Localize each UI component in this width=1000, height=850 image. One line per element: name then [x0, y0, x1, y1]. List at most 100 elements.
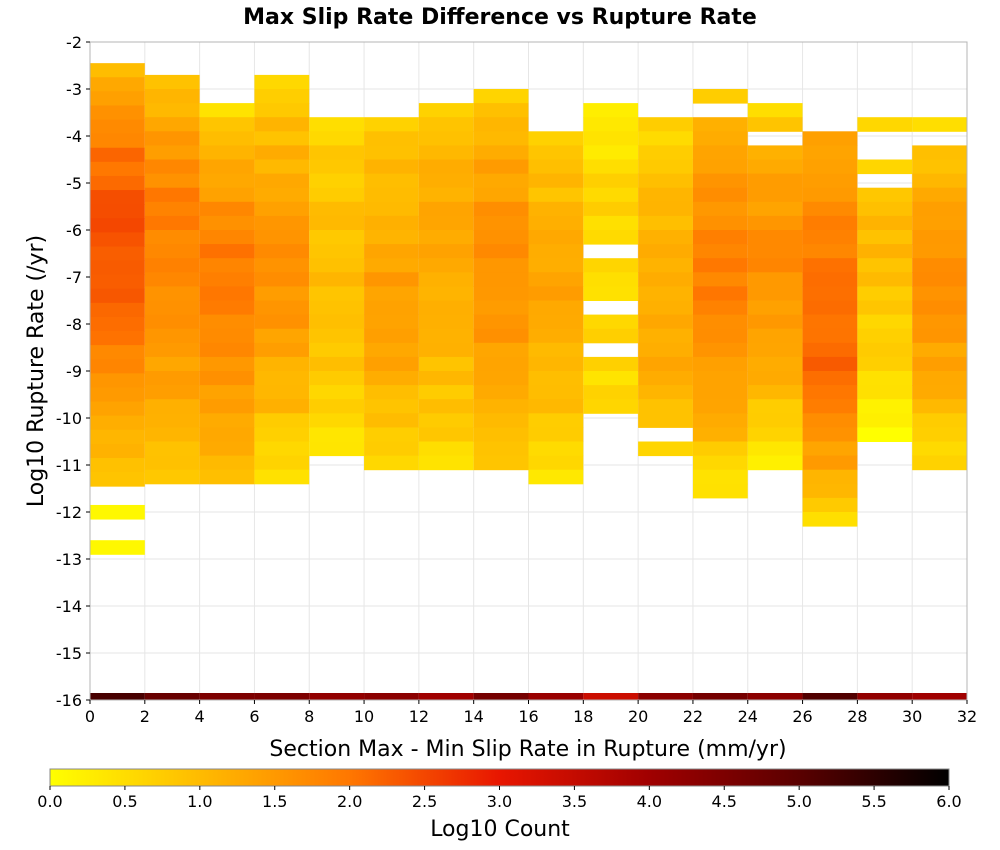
colorbar-tick-label: 0.5 [112, 792, 137, 811]
heatmap-cell [528, 131, 584, 146]
heatmap-cell [144, 328, 200, 344]
heatmap-cell [364, 342, 419, 358]
heatmap-cell [747, 399, 803, 414]
x-tick-label: 8 [304, 707, 314, 726]
heatmap-cell [857, 413, 913, 428]
heatmap-cell [912, 371, 967, 386]
heatmap-cell [638, 230, 693, 245]
heatmap-cell [802, 413, 858, 428]
heatmap-cell [199, 215, 255, 231]
heatmap-cell-floor [199, 693, 255, 700]
heatmap-cell [912, 413, 967, 428]
heatmap-cell [802, 328, 858, 344]
heatmap-cell [199, 413, 255, 428]
heatmap-cell [364, 244, 419, 259]
heatmap-cell [309, 356, 365, 372]
heatmap-cell [254, 455, 310, 471]
heatmap-cell [364, 441, 419, 457]
heatmap-cell [144, 117, 200, 132]
heatmap-cell [583, 258, 639, 273]
heatmap-cell [912, 342, 967, 358]
heatmap-cell [473, 272, 529, 287]
x-tick-label: 6 [249, 707, 259, 726]
heatmap-cell [364, 371, 419, 386]
heatmap-cell [90, 429, 145, 445]
heatmap-cell [912, 173, 967, 189]
heatmap-cell [254, 356, 310, 372]
heatmap-cell [638, 272, 693, 287]
heatmap-cell [857, 385, 913, 400]
x-tick-label: 26 [792, 707, 812, 726]
colorbar-tick-label: 5.0 [786, 792, 811, 811]
heatmap-cell-floor [912, 693, 967, 700]
heatmap-cell [90, 218, 145, 233]
x-tick-label: 18 [573, 707, 593, 726]
heatmap-cell [418, 385, 474, 400]
heatmap-cell [857, 215, 913, 231]
colorbar-tick-label: 3.0 [487, 792, 512, 811]
heatmap-cell [199, 131, 255, 146]
chart-title: Max Slip Rate Difference vs Rupture Rate [243, 5, 757, 30]
heatmap-cell [254, 145, 310, 160]
heatmap-cell [857, 244, 913, 259]
heatmap-cell [199, 441, 255, 457]
colorbar-tick-label: 2.5 [412, 792, 437, 811]
heatmap-cell [747, 342, 803, 358]
heatmap-cell [144, 103, 200, 118]
heatmap-cell-floor [747, 693, 803, 700]
heatmap-cell [364, 258, 419, 273]
heatmap-cell [199, 300, 255, 316]
y-tick-label: -2 [66, 33, 82, 52]
heatmap-cell [309, 215, 365, 231]
heatmap-cell [692, 314, 748, 330]
y-axis-ticks: -2 -3 -4 -5 -6 -7 -8 -9 -10 -11 -12 -13 -14 -15 -16 [56, 33, 90, 710]
heatmap-cell [364, 385, 419, 400]
heatmap-cell [364, 117, 419, 132]
heatmap-cell [90, 63, 145, 78]
heatmap-cell [638, 286, 693, 301]
heatmap-cell [418, 131, 474, 146]
heatmap-cell [802, 286, 858, 301]
heatmap-cell [747, 441, 803, 457]
heatmap-cell [418, 356, 474, 372]
heatmap-cell [857, 187, 913, 203]
heatmap-cell [473, 342, 529, 358]
heatmap-cell-floor [254, 693, 310, 700]
heatmap-cell [528, 328, 584, 344]
x-tick-label: 24 [738, 707, 758, 726]
heatmap-cell [692, 356, 748, 372]
heatmap-cell [692, 89, 748, 104]
heatmap-cell [144, 469, 200, 485]
heatmap-cell [473, 314, 529, 330]
heatmap-cell [912, 356, 967, 372]
heatmap-cell [912, 399, 967, 414]
y-tick-label: -13 [56, 550, 82, 569]
y-tick-label: -11 [56, 456, 82, 475]
heatmap-cell [802, 300, 858, 316]
heatmap-cell [90, 373, 145, 388]
heatmap-cell [638, 131, 693, 146]
heatmap-cell [199, 371, 255, 386]
heatmap-cell [90, 91, 145, 106]
heatmap-cell [528, 469, 584, 485]
heatmap-cell [418, 328, 474, 344]
heatmap-cell [144, 258, 200, 273]
heatmap-cell-floor [144, 693, 200, 700]
heatmap-cell [802, 455, 858, 471]
y-tick-label: -3 [66, 80, 82, 99]
heatmap-cell [364, 399, 419, 414]
heatmap-cell [912, 244, 967, 259]
heatmap-cell [912, 441, 967, 457]
heatmap-cell [90, 204, 145, 219]
heatmap-cell [144, 371, 200, 386]
heatmap-cell [90, 161, 145, 177]
x-tick-label: 12 [409, 707, 429, 726]
heatmap-cell [144, 399, 200, 414]
heatmap-cell [912, 117, 967, 132]
heatmap-cell [528, 399, 584, 414]
y-tick-label: -7 [66, 268, 82, 287]
heatmap-cell [692, 230, 748, 245]
heatmap-cell [528, 187, 584, 203]
heatmap-cell [309, 314, 365, 330]
